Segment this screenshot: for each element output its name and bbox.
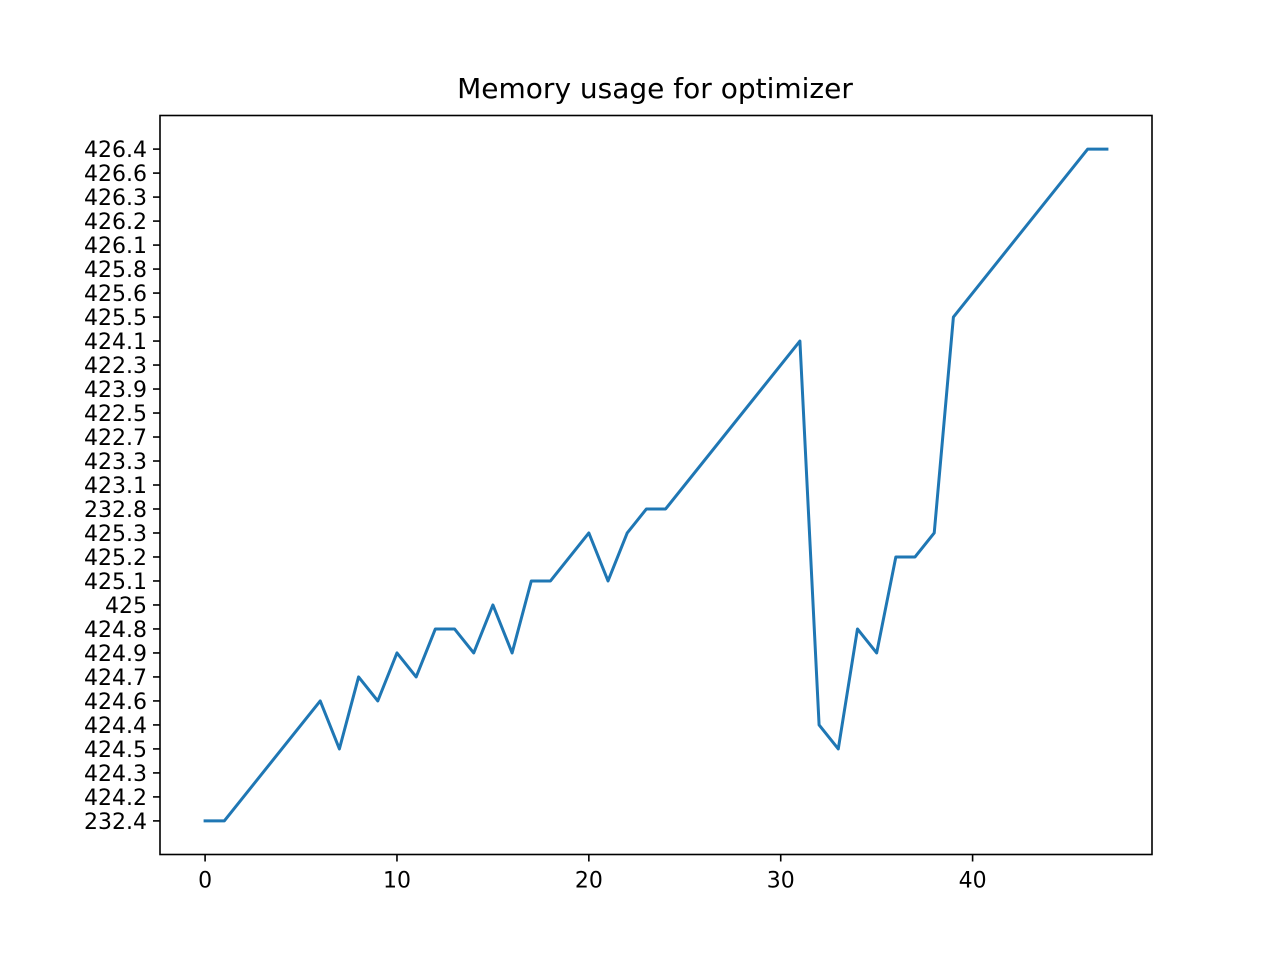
y-tick-label: 426.2 xyxy=(84,210,147,235)
y-tick-label: 426.4 xyxy=(84,138,147,163)
y-tick-label: 425.5 xyxy=(84,306,147,331)
y-tick-label: 424.5 xyxy=(84,738,147,763)
plot-area-frame xyxy=(159,114,1153,856)
x-axis: 0 10 20 30 40 xyxy=(198,854,987,894)
series-line xyxy=(203,147,1109,823)
y-tick-label: 425.1 xyxy=(84,570,147,595)
y-tick-label: 422.7 xyxy=(84,426,147,451)
y-tick-label: 422.3 xyxy=(84,354,147,379)
y-tick-label: 423.3 xyxy=(84,450,147,475)
y-axis: 232.4424.2424.3424.5424.4424.6424.7424.9… xyxy=(84,138,160,835)
y-tick-label: 425.2 xyxy=(84,546,147,571)
y-tick-label: 424.7 xyxy=(84,666,147,691)
x-tick-label: 10 xyxy=(383,869,411,894)
y-tick-label: 424.8 xyxy=(84,618,147,643)
y-tick-label: 424.2 xyxy=(84,786,147,811)
y-tick-label: 426.6 xyxy=(84,162,147,187)
y-tick-label: 424.3 xyxy=(84,762,147,787)
chart-title: Memory usage for optimizer xyxy=(457,72,853,105)
x-tick-label: 0 xyxy=(198,869,212,894)
y-tick-label: 424.6 xyxy=(84,690,147,715)
y-tick-label: 424.9 xyxy=(84,642,147,667)
x-tick-label: 30 xyxy=(767,869,795,894)
y-tick-label: 425.8 xyxy=(84,258,147,283)
x-tick-label: 20 xyxy=(575,869,603,894)
series-layer xyxy=(203,147,1109,823)
y-tick-label: 425 xyxy=(105,594,147,619)
y-tick-label: 426.3 xyxy=(84,186,147,211)
y-tick-label: 425.3 xyxy=(84,522,147,547)
y-tick-label: 423.9 xyxy=(84,378,147,403)
y-tick-label: 425.6 xyxy=(84,282,147,307)
y-tick-label: 232.4 xyxy=(84,810,147,835)
y-tick-label: 422.5 xyxy=(84,402,147,427)
y-tick-label: 423.1 xyxy=(84,474,147,499)
x-tick-label: 40 xyxy=(959,869,987,894)
y-tick-label: 424.4 xyxy=(84,714,147,739)
y-tick-label: 426.1 xyxy=(84,234,147,259)
y-tick-label: 232.8 xyxy=(84,498,147,523)
y-tick-label: 424.1 xyxy=(84,330,147,355)
